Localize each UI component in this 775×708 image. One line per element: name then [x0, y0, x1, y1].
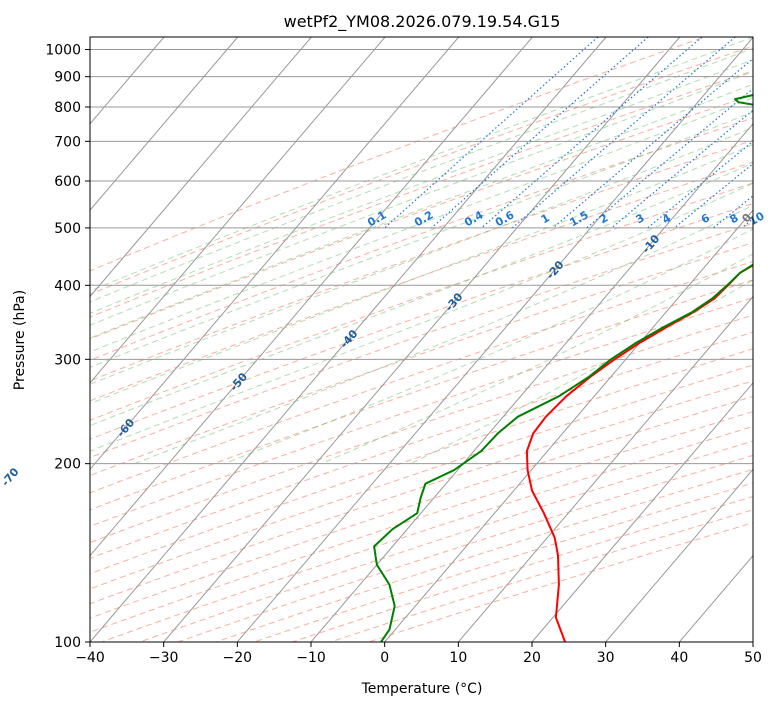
isotherms	[90, 37, 753, 642]
isotherm-line	[678, 554, 753, 642]
dry-adiabat-line	[90, 279, 753, 511]
x-axis: −40 −30 −20 −10 0 10 20 30 40 50	[75, 642, 762, 666]
mixing-ratio-line	[741, 218, 753, 229]
isotherm-line	[90, 37, 607, 642]
moist-adiabat-line	[224, 228, 753, 465]
mixing-ratio-line	[384, 37, 599, 229]
mixing-ratio-line	[481, 37, 703, 229]
mixing-ratio-line	[512, 37, 736, 229]
y-tick-label: 700	[54, 134, 81, 150]
dry-adiabat-line	[100, 425, 753, 642]
x-tick-label: −20	[223, 650, 253, 666]
isotherm-line	[236, 37, 753, 642]
dry-adiabat-line	[90, 45, 753, 295]
mixing-ratio-line	[765, 37, 775, 228]
dry-adiabat-line	[176, 454, 753, 642]
mixing-ratio-label: 6	[699, 211, 712, 226]
isotherm-line	[531, 382, 753, 642]
isotherm-line	[90, 37, 460, 471]
moist-adiabat-line	[90, 126, 753, 385]
mixing-ratio-label: 0.6	[493, 208, 517, 229]
y-tick-label: 100	[54, 635, 81, 651]
moist-adiabat-line	[90, 162, 753, 427]
dry-adiabat-line	[90, 222, 753, 459]
isotherm-line	[90, 37, 239, 211]
mixing-ratio-lines	[384, 37, 775, 229]
moist-adiabat-line	[90, 47, 753, 303]
mixing-ratio-label: 8	[727, 211, 740, 226]
x-tick-label: −40	[75, 650, 105, 666]
isotherm-label: -70	[0, 465, 22, 489]
x-tick-label: −10	[296, 650, 326, 666]
y-axis: 100 200 300 400 500 600 700 800 900 1000	[45, 43, 90, 651]
dry-adiabat-line	[90, 380, 753, 605]
y-tick-label: 1000	[45, 43, 81, 59]
chart-title: wetPf2_YM08.2026.079.19.54.G15	[284, 12, 561, 32]
dry-adiabat-line	[138, 440, 753, 642]
isotherm-line	[163, 37, 681, 642]
dry-adiabat-line	[252, 482, 753, 642]
plot-frame	[89, 36, 754, 643]
dry-adiabat-line	[90, 94, 753, 340]
y-tick-label: 200	[54, 457, 81, 473]
mixing-ratio-line	[611, 109, 753, 229]
dry-adiabat-line	[90, 348, 753, 575]
x-tick-label: 40	[670, 650, 688, 666]
moist-adiabat-line	[410, 279, 753, 465]
moist-adiabat-line	[90, 182, 753, 452]
isotherm-line	[90, 37, 312, 298]
isotherm-line	[457, 295, 753, 642]
dry-adiabat-line	[328, 509, 753, 642]
temperature-profile	[525, 264, 753, 642]
x-tick-label: 50	[744, 650, 762, 666]
moist-adiabat-line	[90, 71, 753, 326]
isotherm-line	[90, 37, 533, 557]
dry-adiabat-line	[90, 117, 753, 361]
dry-adiabat-line	[90, 260, 753, 494]
x-tick-label: 0	[380, 650, 389, 666]
y-tick-label: 800	[54, 100, 81, 116]
mixing-ratio-label: 1.5	[567, 208, 590, 229]
y-axis-label: Pressure (hPa)	[12, 290, 28, 390]
mixing-ratio-label: 1	[539, 211, 552, 226]
dry-adiabat-line	[214, 468, 753, 642]
mixing-ratio-line	[552, 57, 753, 229]
x-axis-label: Temperature (°C)	[361, 681, 483, 697]
x-tick-label: −30	[149, 650, 179, 666]
mixing-ratio-line	[647, 140, 753, 229]
isotherm-line	[90, 37, 386, 384]
mixing-ratio-label: 0.1	[365, 208, 388, 229]
x-tick-label: 20	[523, 650, 541, 666]
dry-adiabat-line	[90, 70, 753, 318]
y-tick-label: 500	[54, 221, 81, 237]
y-tick-label: 600	[54, 174, 81, 190]
y-tick-label: 900	[54, 70, 81, 86]
moist-adiabat-line	[90, 83, 753, 339]
dry-adiabat-line	[90, 314, 753, 544]
moist-adiabat-line	[90, 97, 753, 353]
sounding-series	[373, 94, 753, 642]
y-tick-label: 300	[54, 352, 81, 368]
isotherm-line	[310, 123, 753, 642]
isotherm-line	[605, 468, 753, 642]
dewpoint-profile	[373, 94, 753, 642]
x-tick-label: 10	[449, 650, 467, 666]
moist-adiabat-line	[90, 37, 753, 292]
moist-adiabat-line	[321, 253, 753, 465]
moist-adiabat-line	[90, 59, 753, 314]
background-lines	[90, 37, 753, 642]
mixing-ratio-line	[674, 162, 753, 229]
moist-adiabat-line	[90, 111, 753, 368]
isotherm-line	[752, 641, 753, 642]
moist-adiabat-line	[134, 204, 753, 465]
mixing-ratio-label: 0.2	[412, 208, 435, 229]
y-tick-label: 400	[54, 278, 81, 294]
x-tick-label: 30	[597, 650, 615, 666]
